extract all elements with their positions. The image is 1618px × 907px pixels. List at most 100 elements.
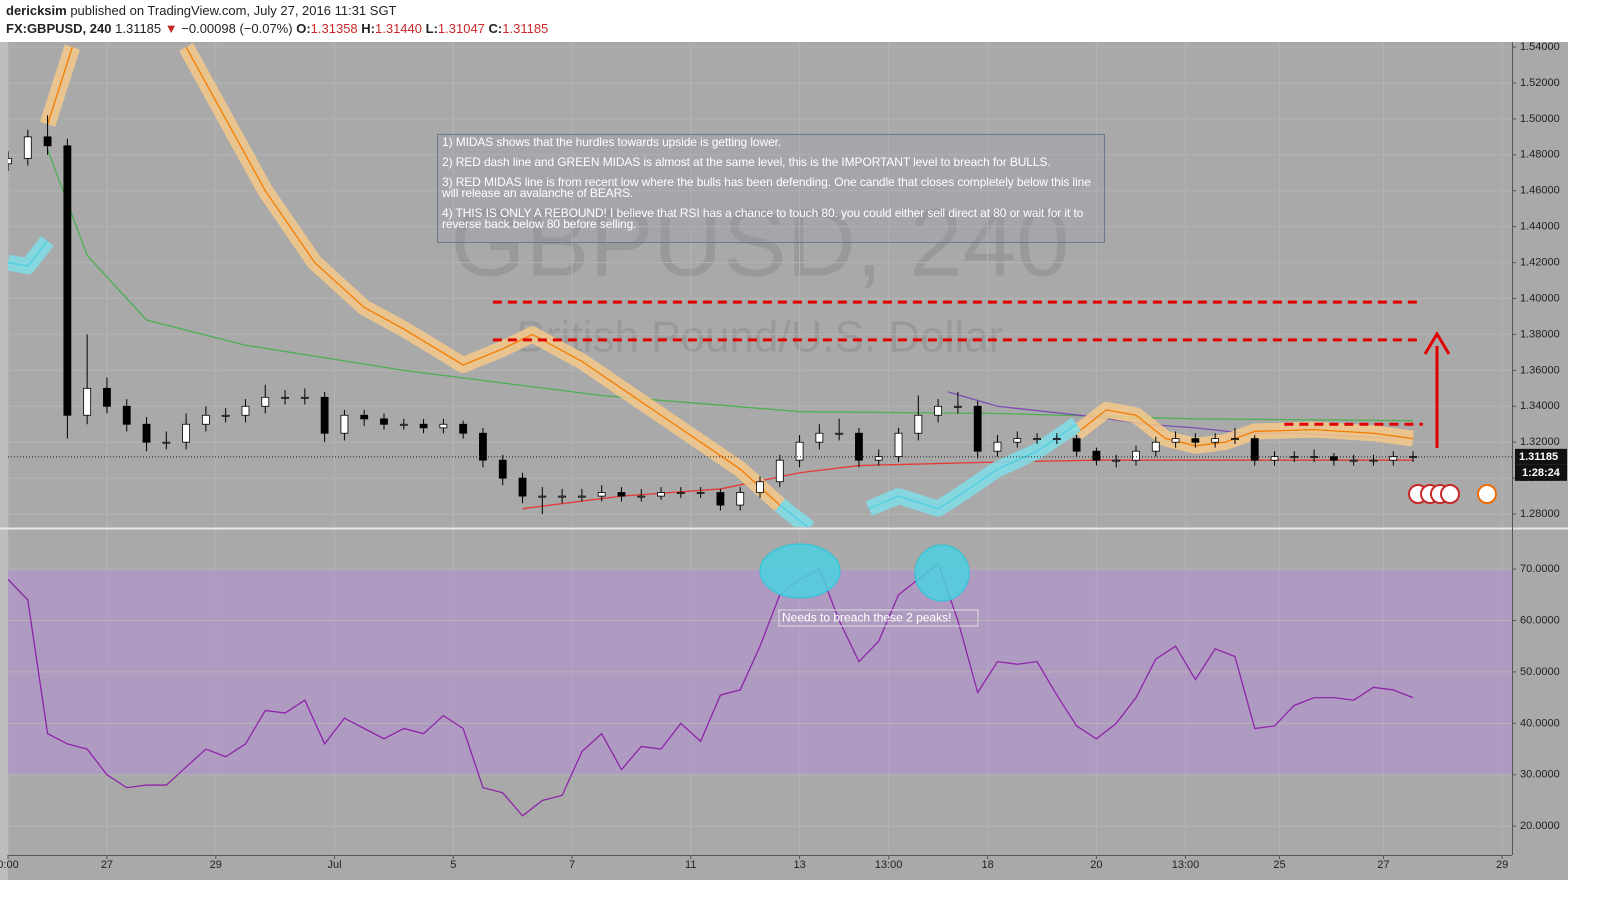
x-tick-label: 5 bbox=[450, 859, 456, 871]
publish-line: dericksim published on TradingView.com, … bbox=[6, 3, 397, 18]
annotation-text: 4) THIS IS ONLY A REBOUND! I believe tha… bbox=[442, 206, 1084, 231]
last: 1.31185 bbox=[115, 21, 162, 36]
y-tick-label: 1.54000 bbox=[1520, 41, 1560, 53]
x-tick-label: 13:00 bbox=[1172, 859, 1200, 871]
watermark-subtitle: British Pound/U.S. Dollar bbox=[517, 313, 1004, 362]
author[interactable]: dericksim bbox=[6, 3, 67, 18]
quote-line: FX:GBPUSD, 240 1.31185 ▼ −0.00098 (−0.07… bbox=[6, 21, 548, 36]
candle-body bbox=[993, 441, 1002, 452]
candle-body bbox=[934, 405, 943, 416]
candle-body bbox=[1151, 441, 1160, 452]
x-tick-label: 18 bbox=[981, 859, 993, 871]
candle-body bbox=[756, 481, 764, 493]
field-label: L: bbox=[425, 21, 438, 36]
annotation-text: 1) MIDAS shows that the hurdles towards … bbox=[442, 135, 782, 149]
overlay-line bbox=[868, 423, 1077, 510]
field-label: C: bbox=[488, 21, 503, 36]
overlay-line bbox=[185, 46, 781, 506]
y-tick-label: 40.0000 bbox=[1520, 717, 1560, 729]
candle-body bbox=[8, 157, 12, 165]
symbol: FX:GBPUSD, 240 bbox=[6, 21, 112, 36]
candle-body bbox=[1052, 438, 1061, 441]
candle-body bbox=[1231, 438, 1239, 441]
candle-body bbox=[1369, 459, 1378, 462]
y-tick-label: 1.36000 bbox=[1520, 364, 1560, 376]
last-price-label: 1.31185 bbox=[1519, 451, 1558, 463]
y-tick-label: 1.52000 bbox=[1520, 77, 1560, 89]
x-tick-label: 27 bbox=[1377, 859, 1389, 871]
rsi-line bbox=[8, 562, 1414, 817]
rsi-note: Needs to breach these 2 peaks! bbox=[782, 611, 951, 625]
y-tick-label: 1.50000 bbox=[1520, 113, 1560, 125]
field-label: H: bbox=[361, 21, 375, 36]
candle-body bbox=[201, 414, 210, 425]
candle-body bbox=[419, 423, 428, 429]
candle-body bbox=[459, 423, 468, 434]
candle-body bbox=[221, 414, 230, 417]
candle-body bbox=[1072, 438, 1081, 452]
overlay-line bbox=[46, 46, 73, 125]
x-tick-label: 20 bbox=[1090, 859, 1102, 871]
annotation-box: 1) MIDAS shows that the hurdles towards … bbox=[437, 134, 1105, 243]
arrow-head bbox=[1423, 331, 1451, 355]
field-value: 1.31440 bbox=[375, 21, 422, 36]
left-edge bbox=[0, 42, 8, 880]
candle-body bbox=[103, 387, 111, 407]
price-panel bbox=[8, 42, 1512, 527]
candle-body bbox=[1389, 456, 1398, 461]
candle-body bbox=[1329, 456, 1338, 461]
x-tick-label: 7 bbox=[569, 859, 575, 871]
candle-body bbox=[1033, 438, 1041, 441]
x-tick-label: 13:00 bbox=[875, 859, 903, 871]
annotation-text: 3) RED MIDAS line is from recent low whe… bbox=[442, 175, 1091, 200]
candle-body bbox=[696, 492, 705, 494]
candle-body bbox=[1349, 459, 1358, 462]
candle-body bbox=[281, 396, 289, 399]
candle-body bbox=[83, 387, 92, 416]
candle-body bbox=[63, 145, 72, 416]
candle-body bbox=[617, 492, 626, 497]
overlay-line bbox=[8, 240, 49, 267]
candle-body bbox=[479, 432, 487, 461]
overlay-line bbox=[1076, 409, 1414, 447]
candle-body bbox=[953, 405, 962, 408]
candle-body bbox=[637, 495, 646, 498]
y-tick-label: 1.48000 bbox=[1520, 149, 1560, 161]
x-tick-label: 11 bbox=[685, 859, 696, 871]
countdown: 1:28:24 bbox=[1522, 467, 1561, 479]
candle-body bbox=[241, 405, 250, 416]
candle-body bbox=[914, 414, 923, 434]
event-flags bbox=[1408, 484, 1497, 504]
event-flag bbox=[1440, 484, 1460, 504]
overlay-line bbox=[779, 504, 809, 527]
change-arrow: ▼ bbox=[164, 21, 178, 36]
candle-body bbox=[973, 405, 982, 452]
x-tick-label: 0:00 bbox=[0, 859, 19, 871]
candle-body bbox=[340, 414, 349, 434]
y-tick-label: 1.38000 bbox=[1520, 328, 1560, 340]
candle-body bbox=[1211, 438, 1220, 443]
field-value: 1.31047 bbox=[437, 21, 485, 36]
candle-body bbox=[1013, 438, 1022, 443]
candle-body bbox=[300, 396, 309, 399]
annotation-text: 2) RED dash line and GREEN MIDAS is almo… bbox=[442, 155, 1051, 169]
candle-body bbox=[162, 441, 171, 444]
candle-body bbox=[498, 459, 507, 479]
peak-highlight bbox=[914, 544, 970, 602]
y-tick-label: 1.40000 bbox=[1520, 292, 1560, 304]
candle-body bbox=[380, 418, 388, 425]
candle-body bbox=[736, 492, 745, 506]
candle-body bbox=[558, 495, 567, 498]
y-tick-label: 20.0000 bbox=[1520, 820, 1560, 832]
candle-body bbox=[716, 492, 725, 506]
countdown-box bbox=[1515, 464, 1567, 481]
peak-highlight bbox=[759, 543, 841, 599]
x-tick-label: 29 bbox=[210, 859, 222, 871]
candle-body bbox=[657, 492, 665, 497]
candle-body bbox=[1290, 456, 1299, 458]
candle-body bbox=[795, 441, 804, 461]
y-tick-label: 1.28000 bbox=[1520, 508, 1560, 520]
y-tick-label: 60.0000 bbox=[1520, 614, 1560, 626]
x-tick-label: 27 bbox=[101, 859, 113, 871]
candle-body bbox=[1191, 438, 1200, 443]
